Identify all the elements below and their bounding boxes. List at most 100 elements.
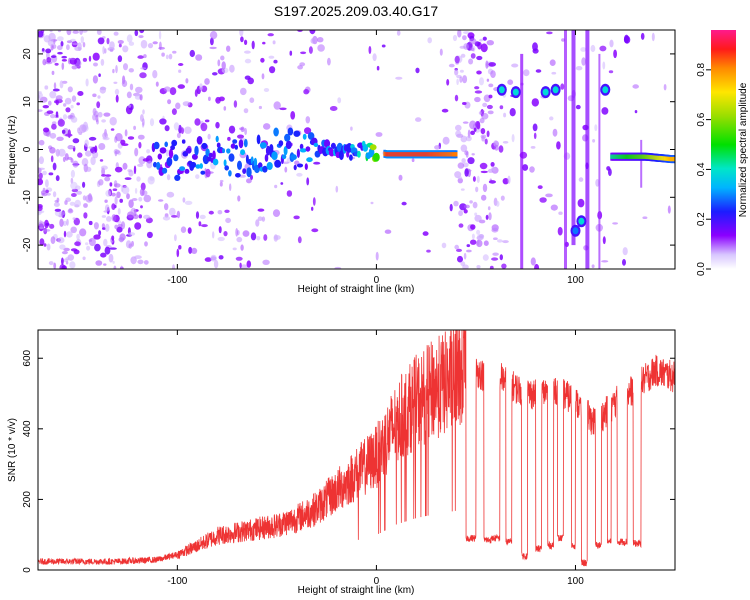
spectrogram-speckle — [188, 246, 193, 254]
spectrogram-speckle — [52, 191, 57, 198]
spectrogram-speckle — [454, 244, 460, 250]
spectrogram-speckle — [575, 66, 583, 71]
spectrogram-speckle — [244, 58, 252, 64]
spectral-blob-core — [602, 86, 609, 94]
ridge-mark — [330, 142, 336, 149]
spectrogram-speckle — [66, 231, 73, 238]
spectrogram-speckle — [215, 121, 220, 129]
spectrogram-speckle — [455, 130, 462, 137]
spectrogram-speckle — [53, 82, 57, 90]
spectrogram-speckle — [608, 168, 612, 177]
spectrogram-speckle — [131, 198, 138, 201]
spectrogram-speckle — [101, 174, 107, 177]
spectrogram-speckle — [57, 119, 65, 127]
spectrogram-speckle — [226, 45, 231, 52]
spectrogram-speckle — [434, 145, 441, 150]
spectrogram-speckle — [474, 86, 480, 90]
spectrogram-speckle — [297, 65, 303, 70]
spectrogram-speckle — [38, 156, 45, 165]
y-tick-label: 0 — [22, 146, 33, 152]
ridge-mark — [202, 154, 210, 165]
spectrogram-speckle — [158, 30, 162, 40]
spectrogram-speckle — [300, 51, 307, 55]
spectrogram-speckle — [532, 48, 539, 54]
spectrogram-speckle — [398, 174, 403, 181]
spectrogram-speckle — [62, 156, 66, 163]
spectrogram-speckle — [247, 77, 254, 85]
spectrogram-speckle — [507, 175, 511, 184]
spectrogram-speckle — [43, 243, 47, 247]
spectrogram-speckle — [546, 31, 553, 35]
spectrogram-speckle — [55, 175, 60, 182]
ridge-mark — [205, 148, 210, 157]
spectrogram-speckle — [176, 248, 180, 258]
spectrogram-speckle — [464, 168, 469, 177]
spectrogram-speckle — [462, 75, 468, 84]
spectrogram-speckle — [175, 102, 181, 110]
ridge-mark — [287, 127, 294, 136]
spectrogram-speckle — [100, 252, 107, 258]
ridge-mark — [226, 148, 231, 154]
spectrogram-speckle — [459, 69, 464, 73]
spectrogram-streak — [520, 53, 524, 269]
spectrogram-speckle — [273, 101, 281, 110]
spectrogram-speckle — [109, 247, 117, 250]
spectrogram-speckle — [127, 169, 133, 173]
spectrogram-speckle — [113, 183, 121, 188]
spectrogram-speckle — [59, 218, 64, 227]
spectrogram-speckle — [486, 104, 493, 110]
spectrogram-speckle — [96, 30, 102, 35]
spectral-blob-core — [498, 86, 505, 94]
spectrogram-speckle — [229, 183, 232, 191]
spectrogram-speckle — [43, 127, 50, 133]
spectrogram-speckle — [246, 178, 252, 184]
spectrogram-speckle — [61, 265, 67, 269]
y-tick-label: 20 — [22, 48, 33, 60]
spectrogram-speckle — [449, 203, 453, 212]
spectrogram-speckle — [470, 224, 476, 230]
spectrogram-speckle — [381, 44, 386, 48]
colorbar-tick-label: 0.6 — [696, 112, 707, 126]
spectrogram-speckle — [239, 262, 242, 269]
spectrogram-speckle — [41, 48, 45, 52]
spectrogram-speckle — [65, 261, 69, 265]
ridge-mark — [171, 139, 178, 147]
spectrogram-speckle — [533, 132, 537, 139]
spectrogram-speckle — [213, 259, 219, 269]
spectrogram-speckle — [458, 210, 463, 217]
spectrogram-speckle — [165, 149, 170, 157]
spectrogram-speckle — [602, 61, 606, 70]
spectrogram-speckle — [172, 264, 175, 269]
spectrogram-speckle — [223, 231, 228, 237]
spectrogram-speckle — [137, 134, 145, 140]
spectrogram-speckle — [38, 139, 45, 146]
spectrogram-speckle — [127, 136, 135, 140]
spectrogram-speckle — [401, 201, 407, 206]
spectrogram-speckle — [244, 127, 248, 136]
ridge-mark — [184, 168, 190, 174]
y-tick-label: 0 — [22, 567, 33, 573]
spectrogram-speckle — [446, 79, 450, 86]
spectrogram-speckle — [246, 260, 252, 268]
ridge-mark — [373, 152, 380, 162]
spectrogram-speckle — [165, 54, 169, 60]
spectrogram-speckle — [244, 39, 248, 45]
spectrogram-speckle — [112, 260, 115, 264]
spectrogram-speckle — [126, 34, 133, 43]
spectrogram-speckle — [663, 84, 667, 91]
spectrogram-speckle — [180, 226, 187, 233]
spectrogram-speckle — [218, 96, 225, 102]
spectrogram-speckle — [395, 76, 403, 80]
spectrogram-speckle — [499, 105, 504, 110]
spectrogram-speckle — [112, 68, 115, 74]
spectrogram-speckle — [169, 87, 177, 96]
spectrogram-speckle — [134, 187, 138, 194]
spectrogram-speckle — [261, 73, 265, 80]
spectrogram-streak — [598, 53, 601, 269]
spectrogram-speckle — [220, 55, 225, 61]
spectrogram-speckle — [244, 50, 251, 54]
ridge-mark — [228, 170, 232, 177]
spectrogram-speckle — [49, 30, 53, 33]
spectrogram-speckle — [73, 249, 80, 255]
colorbar: 0.0 0.2 0.4 0.6 0.8 Normalized spectral ampl… — [696, 30, 749, 276]
